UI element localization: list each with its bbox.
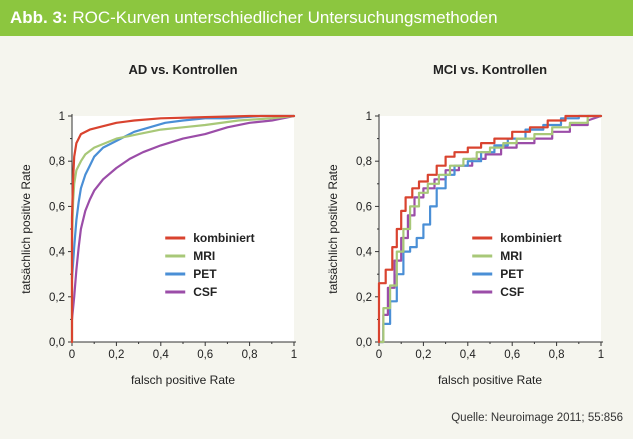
x-tick-label: 0,8: [549, 349, 565, 361]
figure-header: Abb. 3: ROC-Kurven unterschiedlicher Unt…: [0, 0, 633, 36]
y-tick-label: 0,8: [356, 156, 372, 168]
series-line-mri: [377, 114, 603, 344]
x-tick-label: 1: [291, 349, 297, 361]
x-axis-label: falsch positive Rate: [438, 373, 542, 387]
legend-label: PET: [193, 267, 217, 281]
figure-number: Abb. 3:: [10, 8, 68, 27]
legend-label: kombiniert: [193, 231, 254, 245]
legend-label: PET: [500, 267, 524, 281]
y-axis-label: tatsächlich positive Rate: [326, 164, 340, 294]
y-tick-label: 0,0: [356, 337, 372, 349]
chart-mci-vs-controls: MCI vs. Kontrollen 0,0 0,2 0,4 0,6 0,8 1 0 0,2 0,…: [326, 62, 604, 387]
series-line-csf: [377, 114, 603, 344]
source-note: Quelle: Neuroimage 2011; 55:856: [451, 412, 623, 424]
legend-label: CSF: [193, 285, 217, 299]
figure-caption: ROC-Kurven unterschiedlicher Untersuchun…: [72, 8, 498, 27]
series-line-pet: [70, 114, 296, 280]
chart-ad-vs-controls: AD vs. Kontrollen 0,0 0,2 0,4 0,6 0,8 1 0 0,2 0,4…: [19, 62, 297, 387]
y-tick-label: 0,8: [49, 156, 65, 168]
y-axis-label: tatsächlich positive Rate: [19, 164, 33, 294]
x-axis-label: falsch positive Rate: [131, 373, 235, 387]
legend-label: CSF: [500, 285, 524, 299]
figure-title: Abb. 3: ROC-Kurven unterschiedlicher Unt…: [10, 7, 498, 29]
y-tick-label: 0,4: [356, 247, 373, 259]
y-tick-label: 0,6: [356, 201, 372, 213]
x-tick-label: 1: [598, 349, 604, 361]
y-tick-label: 0,2: [49, 292, 65, 304]
x-tick-label: 0,2: [415, 349, 431, 361]
y-tick-label: 0,6: [49, 201, 65, 213]
y-tick-label: 1: [366, 111, 372, 123]
series-line-kombiniert: [377, 114, 603, 344]
legend-label: kombiniert: [500, 231, 561, 245]
x-tick-label: 0,6: [197, 349, 213, 361]
y-tick-label: 0,2: [356, 292, 372, 304]
series-line-pet: [377, 114, 603, 344]
plot-area: [72, 116, 294, 342]
x-tick-label: 0,6: [504, 349, 520, 361]
series-line-csf: [70, 114, 296, 321]
y-tick-label: 0,0: [49, 337, 65, 349]
x-tick-label: 0: [69, 349, 75, 361]
x-tick-label: 0,4: [460, 349, 477, 361]
roc-charts: AD vs. Kontrollen 0,0 0,2 0,4 0,6 0,8 1 0 0,2 0,4…: [19, 62, 604, 387]
y-tick-label: 1: [59, 111, 65, 123]
x-tick-label: 0: [376, 349, 382, 361]
series-line-kombiniert: [70, 114, 296, 344]
chart-title: AD vs. Kontrollen: [128, 62, 237, 77]
chart-title: MCI vs. Kontrollen: [433, 62, 547, 77]
x-tick-label: 0,4: [153, 349, 170, 361]
x-tick-label: 0,2: [108, 349, 124, 361]
legend-label: MRI: [193, 249, 215, 263]
x-tick-label: 0,8: [242, 349, 258, 361]
legend-label: MRI: [500, 249, 522, 263]
y-tick-label: 0,4: [49, 247, 66, 259]
